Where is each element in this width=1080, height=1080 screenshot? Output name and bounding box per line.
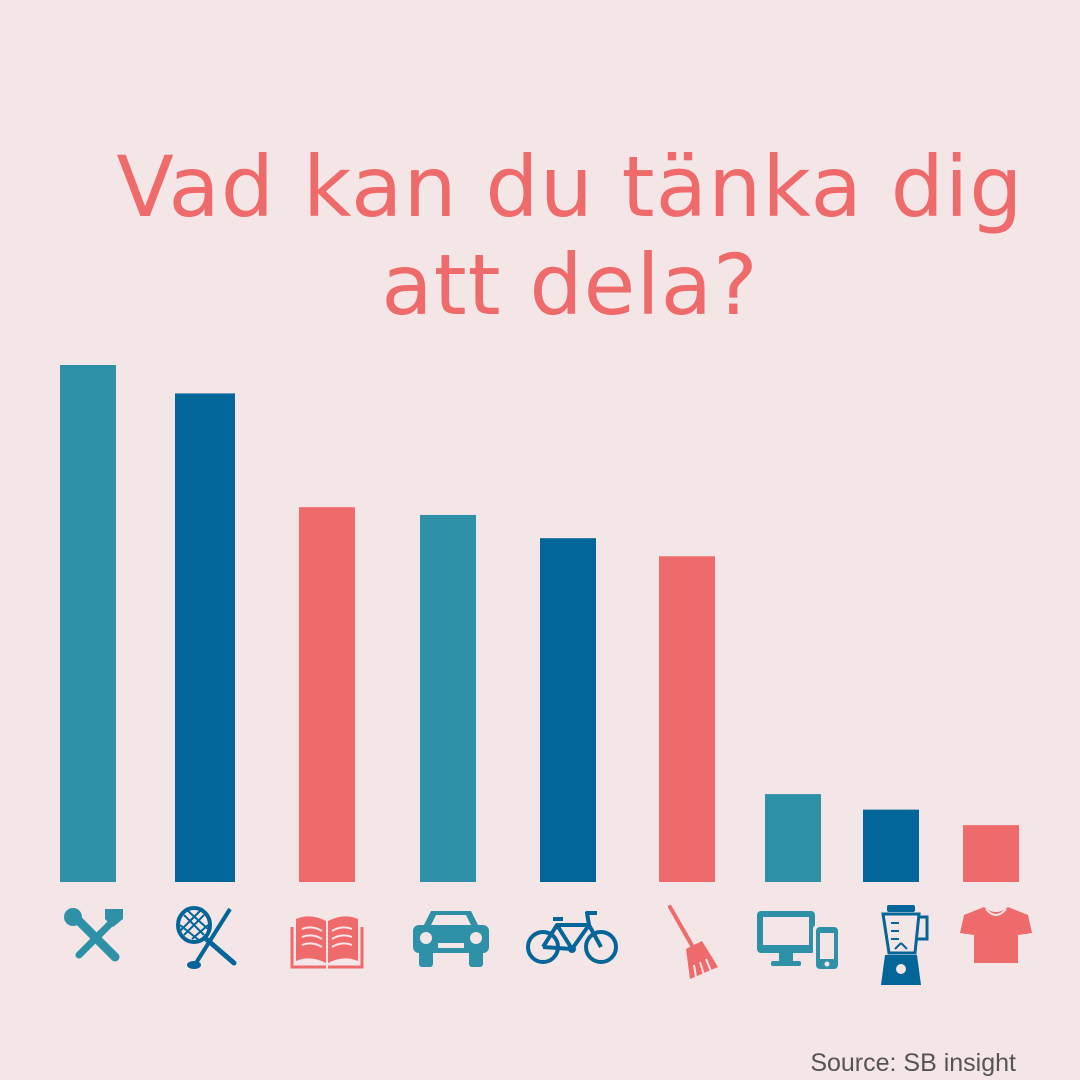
- electronics-icon: [757, 911, 839, 969]
- broom-icon: [668, 905, 718, 979]
- bar-blender: [863, 809, 919, 882]
- blender-icon: [881, 905, 929, 985]
- chart-title-line-2: att dela?: [381, 236, 759, 335]
- bar-sports-gear: [175, 393, 235, 882]
- bar-book: [299, 507, 355, 882]
- chart-title: Vad kan du tänka dig att dela?: [0, 138, 1080, 334]
- bar-bicycle: [540, 538, 596, 882]
- bar-broom: [659, 556, 715, 882]
- bar-electronics: [765, 794, 821, 882]
- bicycle-icon: [526, 911, 618, 964]
- chart-title-line-1: Vad kan du tänka dig: [116, 138, 1024, 237]
- bar-tools: [60, 365, 116, 882]
- source-note: Source: SB insight: [810, 1049, 1016, 1077]
- book-icon: [290, 916, 364, 969]
- car-icon: [413, 911, 489, 967]
- bar-tshirt: [963, 825, 1019, 882]
- bar-car: [420, 514, 476, 882]
- tshirt-icon: [960, 907, 1032, 963]
- tools-icon: [64, 908, 123, 962]
- sports-gear-icon: [176, 906, 237, 969]
